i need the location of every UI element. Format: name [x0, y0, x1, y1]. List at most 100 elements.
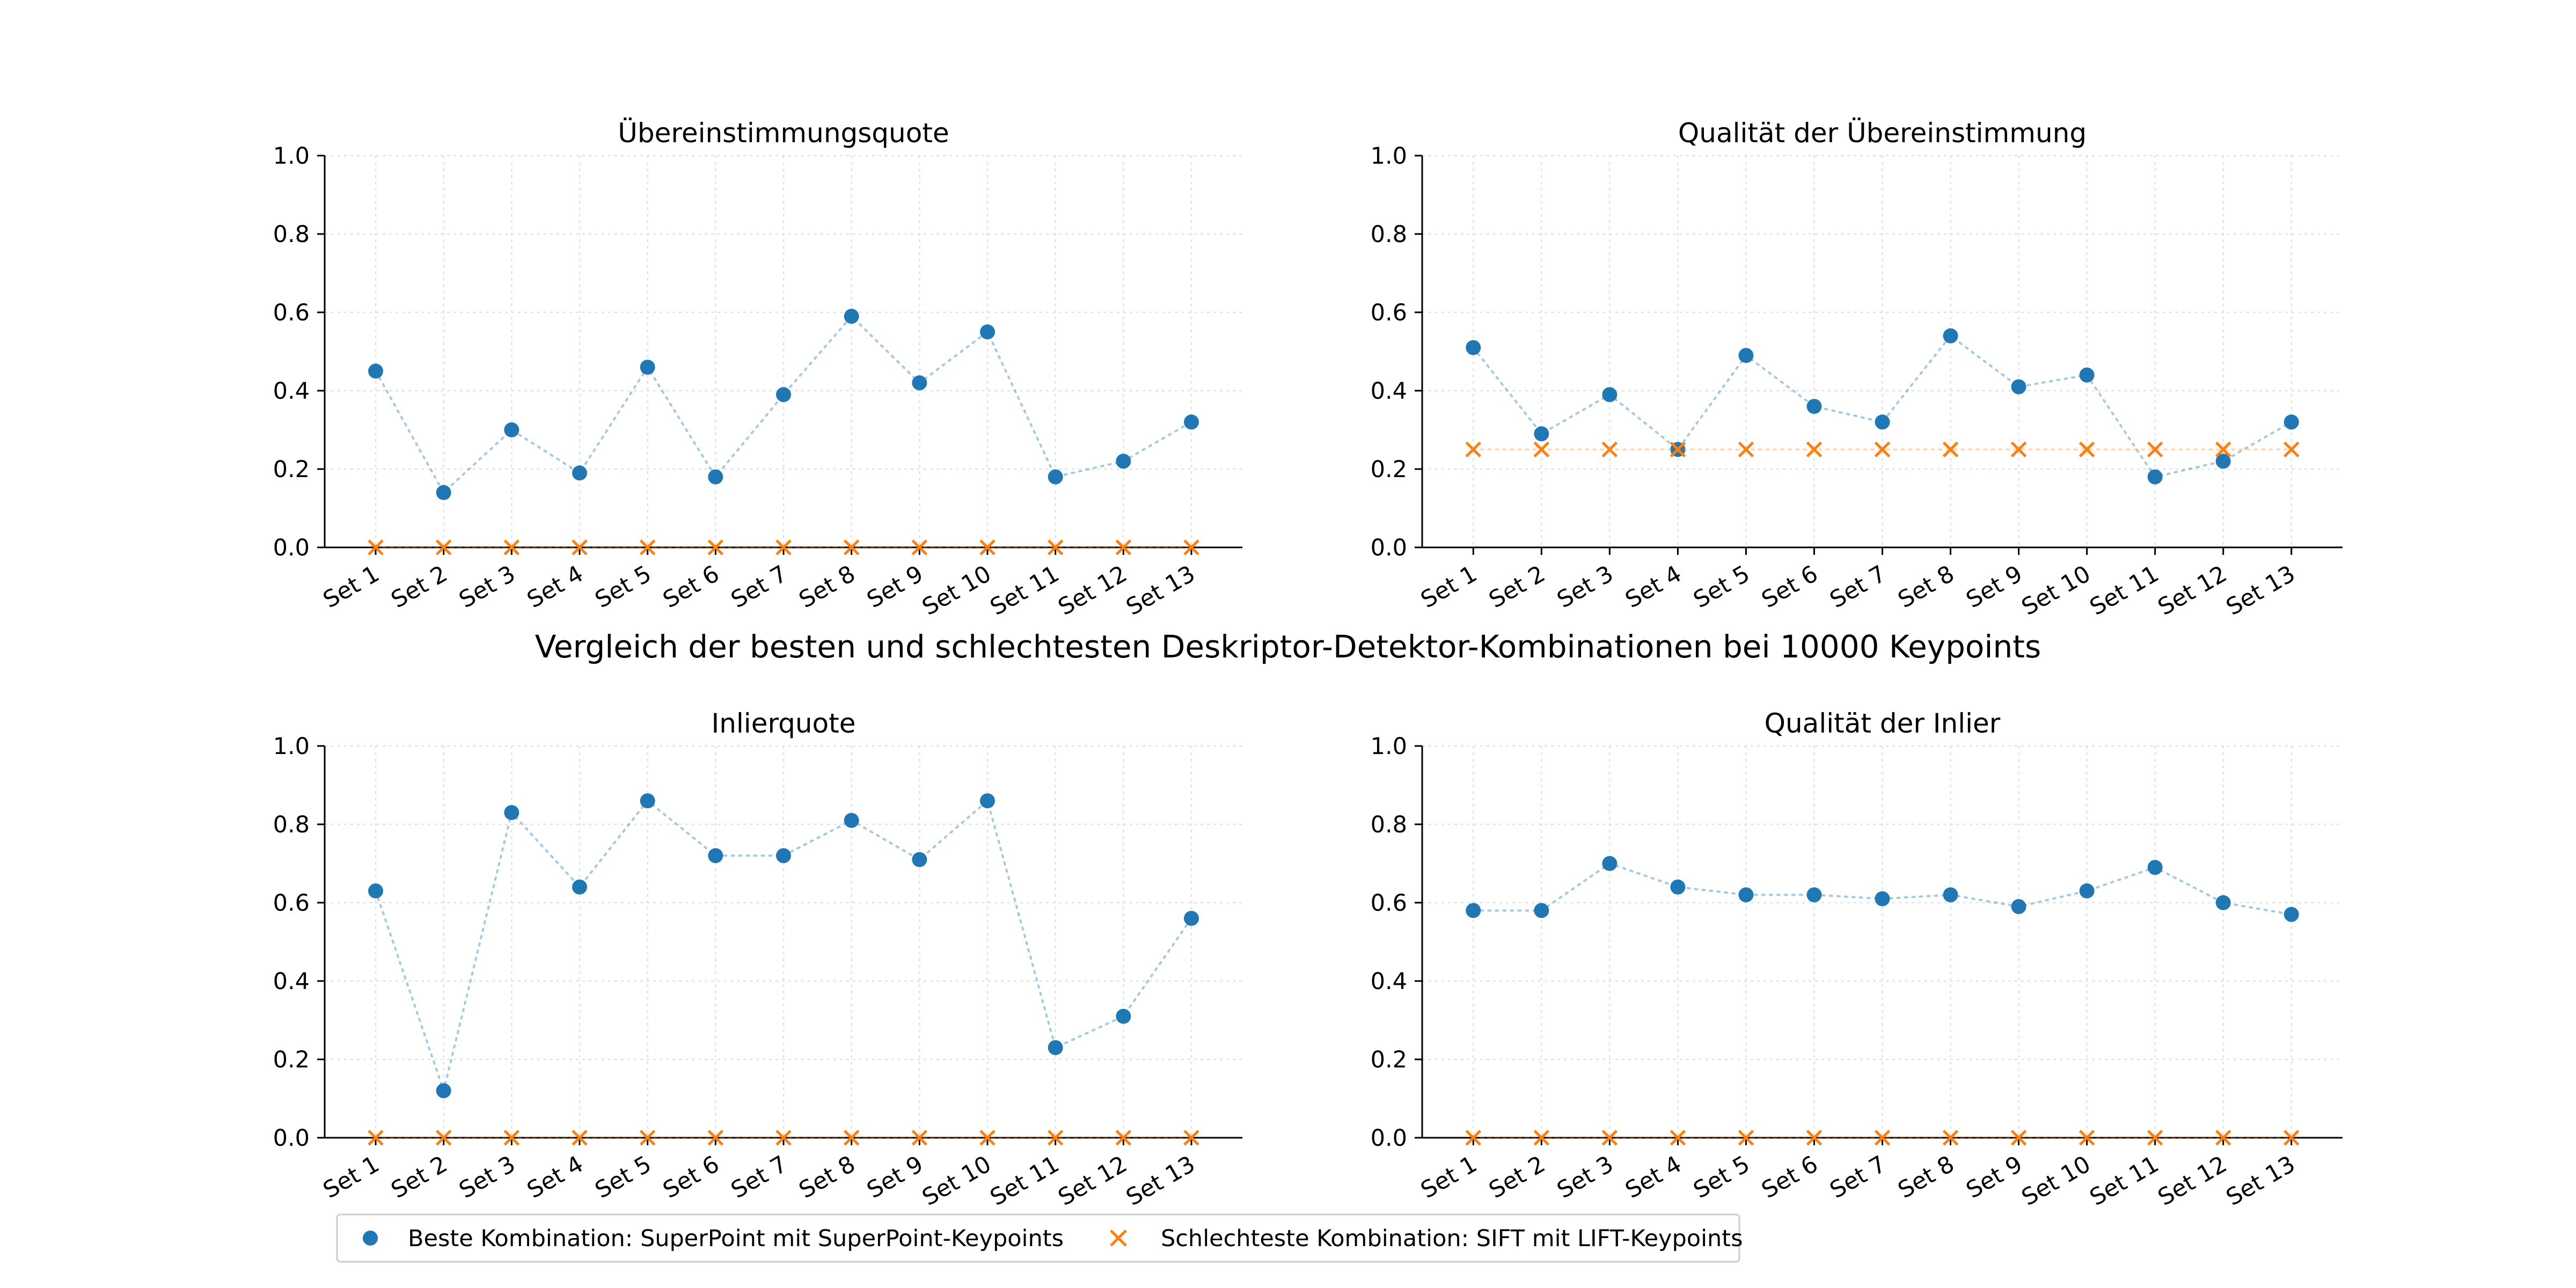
data-point-x — [572, 1130, 588, 1146]
data-point-x — [435, 539, 452, 555]
y-tick-label: 0.8 — [273, 811, 310, 838]
data-point-x — [1465, 441, 1482, 458]
y-tick-label: 0.8 — [273, 221, 310, 248]
data-point-circle — [2079, 367, 2095, 383]
data-point-circle — [1466, 340, 1481, 355]
data-point-x — [1738, 441, 1754, 458]
data-point-x — [1115, 1130, 1132, 1146]
y-tick-label: 0.2 — [1371, 1046, 1407, 1073]
data-point-circle — [640, 793, 655, 809]
data-point-circle — [2147, 860, 2163, 875]
data-point-x — [1874, 441, 1891, 458]
y-tick-label: 0.0 — [1371, 535, 1407, 561]
data-point-circle — [572, 879, 587, 895]
data-point-x — [2147, 441, 2163, 458]
data-point-x — [843, 539, 860, 555]
data-point-circle — [1602, 856, 1618, 871]
data-point-circle — [844, 813, 859, 828]
data-point-x — [1601, 441, 1618, 458]
y-tick-label: 0.6 — [273, 890, 310, 917]
data-point-x — [775, 539, 792, 555]
data-point-circle — [1943, 328, 1958, 343]
data-point-circle — [1466, 903, 1481, 918]
data-point-x — [1942, 441, 1959, 458]
y-tick-label: 0.6 — [1371, 299, 1407, 326]
data-point-circle — [504, 422, 519, 437]
data-point-x — [1533, 1130, 1550, 1146]
data-point-x — [911, 539, 928, 555]
data-point-x — [2079, 1130, 2095, 1146]
y-tick-label: 0.8 — [1371, 221, 1407, 248]
data-point-circle — [1048, 1040, 1063, 1056]
data-point-x — [1533, 441, 1550, 458]
data-point-x — [1942, 1130, 1959, 1146]
y-tick-label: 1.0 — [1371, 143, 1407, 170]
data-point-circle — [2079, 883, 2095, 899]
data-point-x — [503, 1130, 520, 1146]
data-point-circle — [1875, 891, 1890, 906]
data-point-x — [911, 1130, 928, 1146]
y-tick-label: 0.4 — [273, 378, 310, 405]
data-point-x — [1601, 1130, 1618, 1146]
data-point-x — [1670, 1130, 1686, 1146]
data-point-x — [2010, 441, 2027, 458]
data-point-circle — [1738, 348, 1754, 363]
legend-frame — [336, 1213, 1740, 1263]
data-point-circle — [368, 883, 383, 899]
data-point-circle — [1806, 887, 1822, 903]
data-point-circle — [1534, 426, 1549, 442]
data-point-circle — [436, 1083, 451, 1099]
panel-title: Übereinstimmungsquote — [618, 118, 949, 149]
data-point-circle — [2215, 895, 2231, 910]
data-point-circle — [912, 375, 927, 391]
data-point-x — [1183, 1130, 1199, 1146]
data-point-x — [503, 539, 520, 555]
panel-title: Inlierquote — [711, 708, 855, 739]
y-tick-label: 0.8 — [1371, 811, 1407, 838]
data-point-circle — [980, 793, 995, 809]
data-point-circle — [2011, 899, 2026, 914]
y-tick-label: 0.6 — [1371, 890, 1407, 917]
data-point-circle — [1116, 1008, 1131, 1024]
data-point-circle — [1875, 414, 1890, 430]
data-point-x — [639, 539, 656, 555]
data-point-circle — [2147, 469, 2163, 485]
data-point-circle — [1184, 911, 1199, 926]
legend-entry-best: Beste Kombination: SuperPoint mit SuperP… — [408, 1225, 1064, 1252]
data-point-x — [979, 1130, 996, 1146]
y-tick-label: 1.0 — [1371, 733, 1407, 760]
data-point-circle — [776, 848, 791, 863]
data-point-x — [2283, 1130, 2300, 1146]
figure-suptitle: Vergleich der besten und schlechtesten D… — [535, 628, 2041, 665]
data-point-circle — [368, 363, 383, 379]
data-point-circle — [1534, 903, 1549, 918]
data-point-x — [639, 1130, 656, 1146]
data-point-x — [2283, 441, 2300, 458]
legend: Beste Kombination: SuperPoint mit SuperP… — [336, 1213, 1743, 1263]
data-point-circle — [1670, 879, 1686, 895]
data-point-x — [2215, 441, 2231, 458]
panel-title: Qualität der Inlier — [1765, 708, 2001, 739]
data-point-circle — [1184, 414, 1199, 430]
data-point-circle — [572, 465, 587, 481]
y-tick-label: 1.0 — [273, 733, 310, 760]
data-point-x — [2010, 1130, 2027, 1146]
data-point-x — [572, 539, 588, 555]
data-point-circle — [1943, 887, 1958, 903]
data-point-circle — [436, 485, 451, 500]
data-point-x — [1738, 1130, 1754, 1146]
y-tick-label: 0.6 — [273, 299, 310, 326]
panel-title: Qualität der Übereinstimmung — [1678, 118, 2087, 149]
y-tick-label: 0.0 — [273, 535, 310, 561]
data-point-x — [979, 539, 996, 555]
data-point-x — [707, 1130, 724, 1146]
data-point-x — [1806, 441, 1823, 458]
y-tick-label: 0.4 — [1371, 968, 1407, 995]
data-point-x — [1670, 441, 1686, 458]
data-point-x — [368, 1130, 384, 1146]
data-point-circle — [504, 805, 519, 821]
data-point-circle — [708, 848, 723, 863]
